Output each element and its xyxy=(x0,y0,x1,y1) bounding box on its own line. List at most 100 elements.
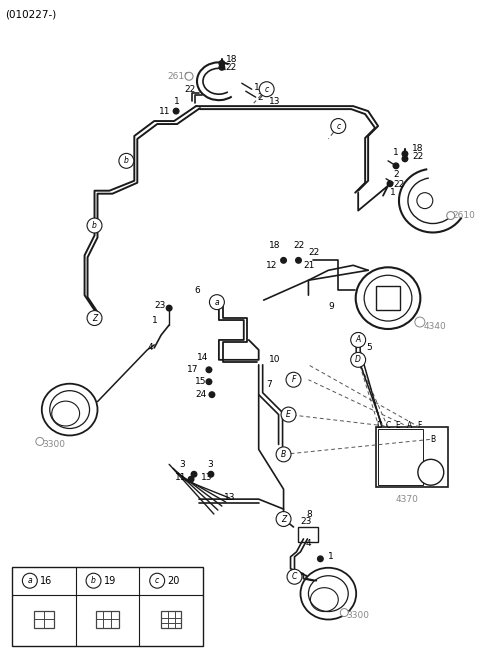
Text: 2: 2 xyxy=(393,170,398,179)
Text: E: E xyxy=(396,421,400,430)
Text: b: b xyxy=(92,221,97,230)
Circle shape xyxy=(87,310,102,326)
FancyBboxPatch shape xyxy=(376,428,448,487)
Text: c: c xyxy=(264,84,269,94)
Text: 18: 18 xyxy=(269,241,280,250)
Text: 22: 22 xyxy=(309,248,320,257)
Text: A: A xyxy=(356,335,361,345)
Circle shape xyxy=(219,65,225,70)
Circle shape xyxy=(206,367,212,373)
Circle shape xyxy=(167,305,172,311)
Text: Z: Z xyxy=(281,515,286,523)
Circle shape xyxy=(331,119,346,134)
Text: 15: 15 xyxy=(195,377,206,386)
Circle shape xyxy=(286,372,301,387)
Text: C: C xyxy=(292,572,297,581)
Text: 7: 7 xyxy=(267,380,272,389)
Text: 14: 14 xyxy=(197,353,208,362)
Text: 1: 1 xyxy=(254,83,260,92)
Text: 21: 21 xyxy=(303,261,315,270)
FancyBboxPatch shape xyxy=(161,610,181,628)
Text: (010227-): (010227-) xyxy=(5,10,56,20)
Text: C: C xyxy=(385,421,391,430)
Text: 3300: 3300 xyxy=(42,440,65,449)
Circle shape xyxy=(447,212,455,219)
Text: c: c xyxy=(155,576,159,585)
Text: 1: 1 xyxy=(152,316,158,324)
Circle shape xyxy=(206,379,212,384)
Text: 24: 24 xyxy=(195,390,206,399)
Text: 22: 22 xyxy=(393,180,404,189)
FancyBboxPatch shape xyxy=(12,567,203,646)
Text: A: A xyxy=(408,421,412,430)
Text: 22: 22 xyxy=(293,241,305,250)
FancyBboxPatch shape xyxy=(299,527,318,542)
Text: 19: 19 xyxy=(104,576,116,586)
Circle shape xyxy=(173,108,179,114)
Text: 1: 1 xyxy=(393,149,399,157)
Text: 18: 18 xyxy=(412,144,423,153)
Circle shape xyxy=(209,295,224,310)
Text: 20: 20 xyxy=(167,576,180,586)
Text: 2610: 2610 xyxy=(453,211,476,220)
Circle shape xyxy=(281,407,296,422)
Text: a: a xyxy=(27,576,32,585)
Circle shape xyxy=(150,573,165,588)
Text: D: D xyxy=(355,355,361,364)
Text: 22: 22 xyxy=(184,84,195,94)
Text: 13: 13 xyxy=(224,493,235,502)
Circle shape xyxy=(87,218,102,233)
Text: F: F xyxy=(418,421,422,430)
Text: 18: 18 xyxy=(226,55,237,64)
Text: 23: 23 xyxy=(154,301,166,310)
Text: 4340: 4340 xyxy=(424,322,446,331)
Text: 9: 9 xyxy=(328,301,334,310)
Text: B: B xyxy=(281,450,286,459)
Text: 1: 1 xyxy=(390,188,396,197)
Text: b: b xyxy=(91,576,96,585)
Circle shape xyxy=(276,512,291,527)
Text: 4: 4 xyxy=(305,540,311,548)
Circle shape xyxy=(415,317,425,327)
Circle shape xyxy=(417,193,433,208)
Text: 1: 1 xyxy=(328,552,334,561)
Text: 3: 3 xyxy=(207,460,213,469)
Circle shape xyxy=(86,573,101,588)
Circle shape xyxy=(191,472,197,477)
Text: 17: 17 xyxy=(187,365,199,374)
Text: B: B xyxy=(430,435,435,444)
Circle shape xyxy=(318,556,323,561)
Circle shape xyxy=(36,438,44,445)
Text: 3: 3 xyxy=(179,460,185,469)
Circle shape xyxy=(418,459,444,485)
Text: 1: 1 xyxy=(174,97,180,105)
Text: 13: 13 xyxy=(269,97,280,105)
Text: 11: 11 xyxy=(159,107,171,115)
Text: 3300: 3300 xyxy=(346,611,369,620)
Circle shape xyxy=(287,569,302,584)
Text: 5: 5 xyxy=(366,343,372,352)
Text: F: F xyxy=(291,375,296,384)
Text: 4: 4 xyxy=(147,343,153,352)
Circle shape xyxy=(281,257,287,263)
Circle shape xyxy=(402,156,408,162)
Text: 22: 22 xyxy=(412,153,423,161)
Circle shape xyxy=(119,153,134,168)
Circle shape xyxy=(208,472,214,477)
Text: 2610: 2610 xyxy=(167,72,190,81)
Text: E: E xyxy=(286,410,291,419)
Circle shape xyxy=(351,352,366,367)
Circle shape xyxy=(259,82,274,97)
Circle shape xyxy=(276,447,291,462)
Circle shape xyxy=(188,476,194,482)
FancyBboxPatch shape xyxy=(376,286,400,310)
Text: 10: 10 xyxy=(269,355,280,364)
Circle shape xyxy=(185,72,193,81)
Circle shape xyxy=(340,608,348,616)
Text: D: D xyxy=(376,421,382,430)
Text: 2: 2 xyxy=(258,92,264,102)
Text: 11: 11 xyxy=(175,473,187,481)
Text: 23: 23 xyxy=(300,517,312,525)
FancyBboxPatch shape xyxy=(34,610,54,628)
Circle shape xyxy=(351,333,366,347)
